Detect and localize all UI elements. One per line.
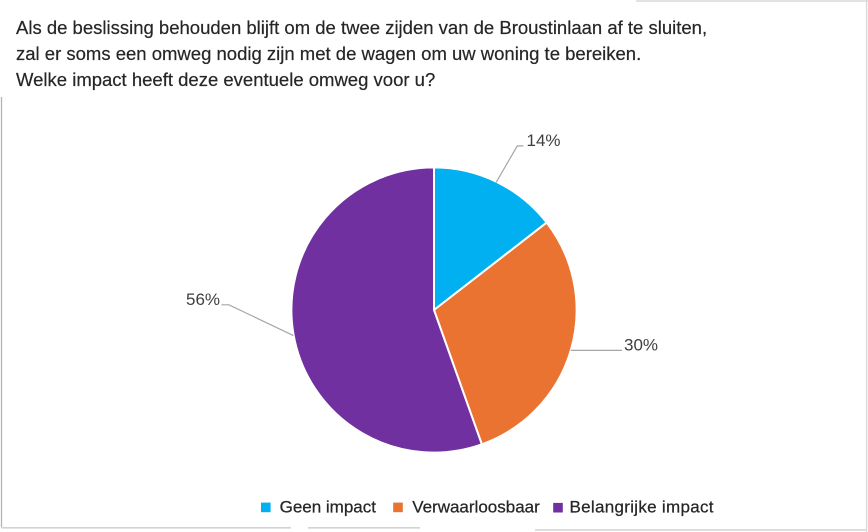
svg-text:30%: 30%: [624, 336, 658, 355]
svg-text:14%: 14%: [527, 131, 561, 150]
svg-text:Geen impact: Geen impact: [280, 498, 377, 517]
svg-text:56%: 56%: [186, 290, 220, 309]
svg-text:Belangrijke impact: Belangrijke impact: [570, 498, 714, 517]
svg-text:Verwaarloosbaar: Verwaarloosbaar: [412, 498, 540, 517]
